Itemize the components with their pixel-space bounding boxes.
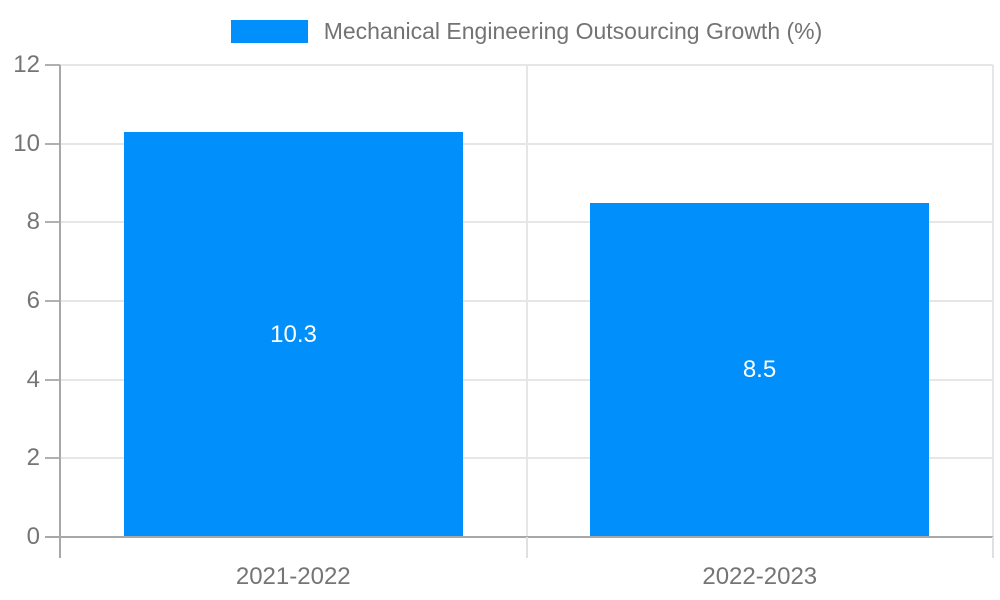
bar-2021-2022[interactable]: 10.3 [124, 132, 463, 537]
legend-label: Mechanical Engineering Outsourcing Growt… [323, 17, 823, 44]
plot-area: 10.3 8.5 [60, 64, 994, 537]
y-tick-label: 8 [26, 208, 40, 236]
x-tick-label: 2021-2022 [235, 563, 351, 590]
legend[interactable]: Mechanical Engineering Outsourcing Growt… [60, 17, 993, 45]
x-axis-labels: 2021-2022 2022-2023 [60, 563, 993, 595]
bar-value-label: 10.3 [270, 320, 317, 348]
y-tick-label: 4 [26, 365, 40, 393]
gridline-vertical [992, 65, 994, 537]
y-tick-label: 10 [13, 129, 40, 157]
y-axis: 0 2 4 6 8 10 12 [0, 52, 60, 550]
y-tick-mark [45, 457, 60, 460]
y-tick-mark [45, 378, 60, 381]
bar-2022-2023[interactable]: 8.5 [590, 203, 929, 537]
y-tick-mark [45, 142, 60, 145]
x-tick-label: 2022-2023 [702, 563, 818, 590]
y-tick-mark [45, 300, 60, 302]
y-tick-label: 0 [26, 523, 40, 550]
y-tick-label: 2 [26, 444, 40, 472]
y-axis-line [59, 65, 61, 558]
x-axis-line [45, 536, 993, 538]
gridline-vertical [525, 65, 528, 537]
y-tick-mark [45, 64, 60, 66]
x-tick-mark [992, 537, 994, 558]
bar-value-label: 8.5 [742, 356, 777, 383]
legend-swatch [230, 19, 308, 43]
y-tick-label: 12 [13, 51, 40, 78]
y-tick-label: 6 [26, 287, 40, 314]
x-tick-mark [525, 537, 528, 558]
y-tick-mark [45, 221, 60, 224]
